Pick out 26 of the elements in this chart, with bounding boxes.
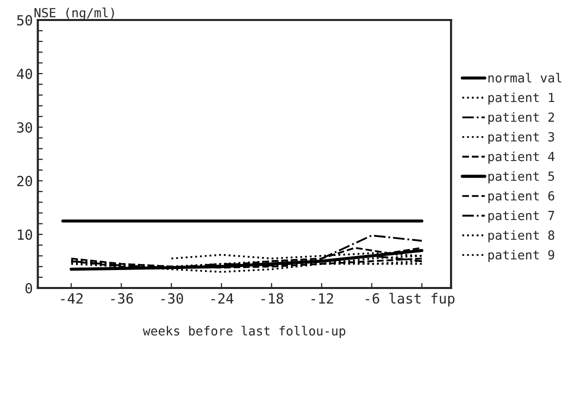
y-tick-label: 0 <box>26 283 32 294</box>
legend-label: patient 4 <box>488 152 554 164</box>
x-tick-label: -30 <box>161 293 184 304</box>
legend-label: normal val <box>488 72 562 83</box>
legend-label: patient 2 <box>488 112 554 124</box>
legend-label: patient 5 <box>488 171 554 184</box>
y-tick-label: 30 <box>17 122 32 133</box>
legend-label: patient 9 <box>488 250 554 262</box>
x-tick-label: -36 <box>111 293 133 304</box>
x-axis-title: weeks before last follou-up <box>142 326 346 338</box>
y-tick-label: 10 <box>18 229 32 240</box>
y-tick-label: 20 <box>17 176 32 186</box>
y-tick-label: 40 <box>16 68 32 80</box>
x-tick-label: -42 <box>61 293 83 304</box>
x-tick-label: last fup <box>389 292 454 306</box>
y-axis-title: NSE (ng/ml) <box>34 8 114 20</box>
y-tick-label: 50 <box>17 15 32 26</box>
legend-label: patient 6 <box>488 190 554 203</box>
legend-label: patient 8 <box>488 230 554 242</box>
legend-label: patient 3 <box>488 132 554 144</box>
x-tick-label: -6 <box>366 293 380 304</box>
x-tick-label: -12 <box>312 293 334 304</box>
legend-label: patient 1 <box>488 92 554 105</box>
x-tick-label: -18 <box>261 293 284 304</box>
x-tick-label: -24 <box>211 293 234 304</box>
legend-label: patient 7 <box>488 210 554 223</box>
